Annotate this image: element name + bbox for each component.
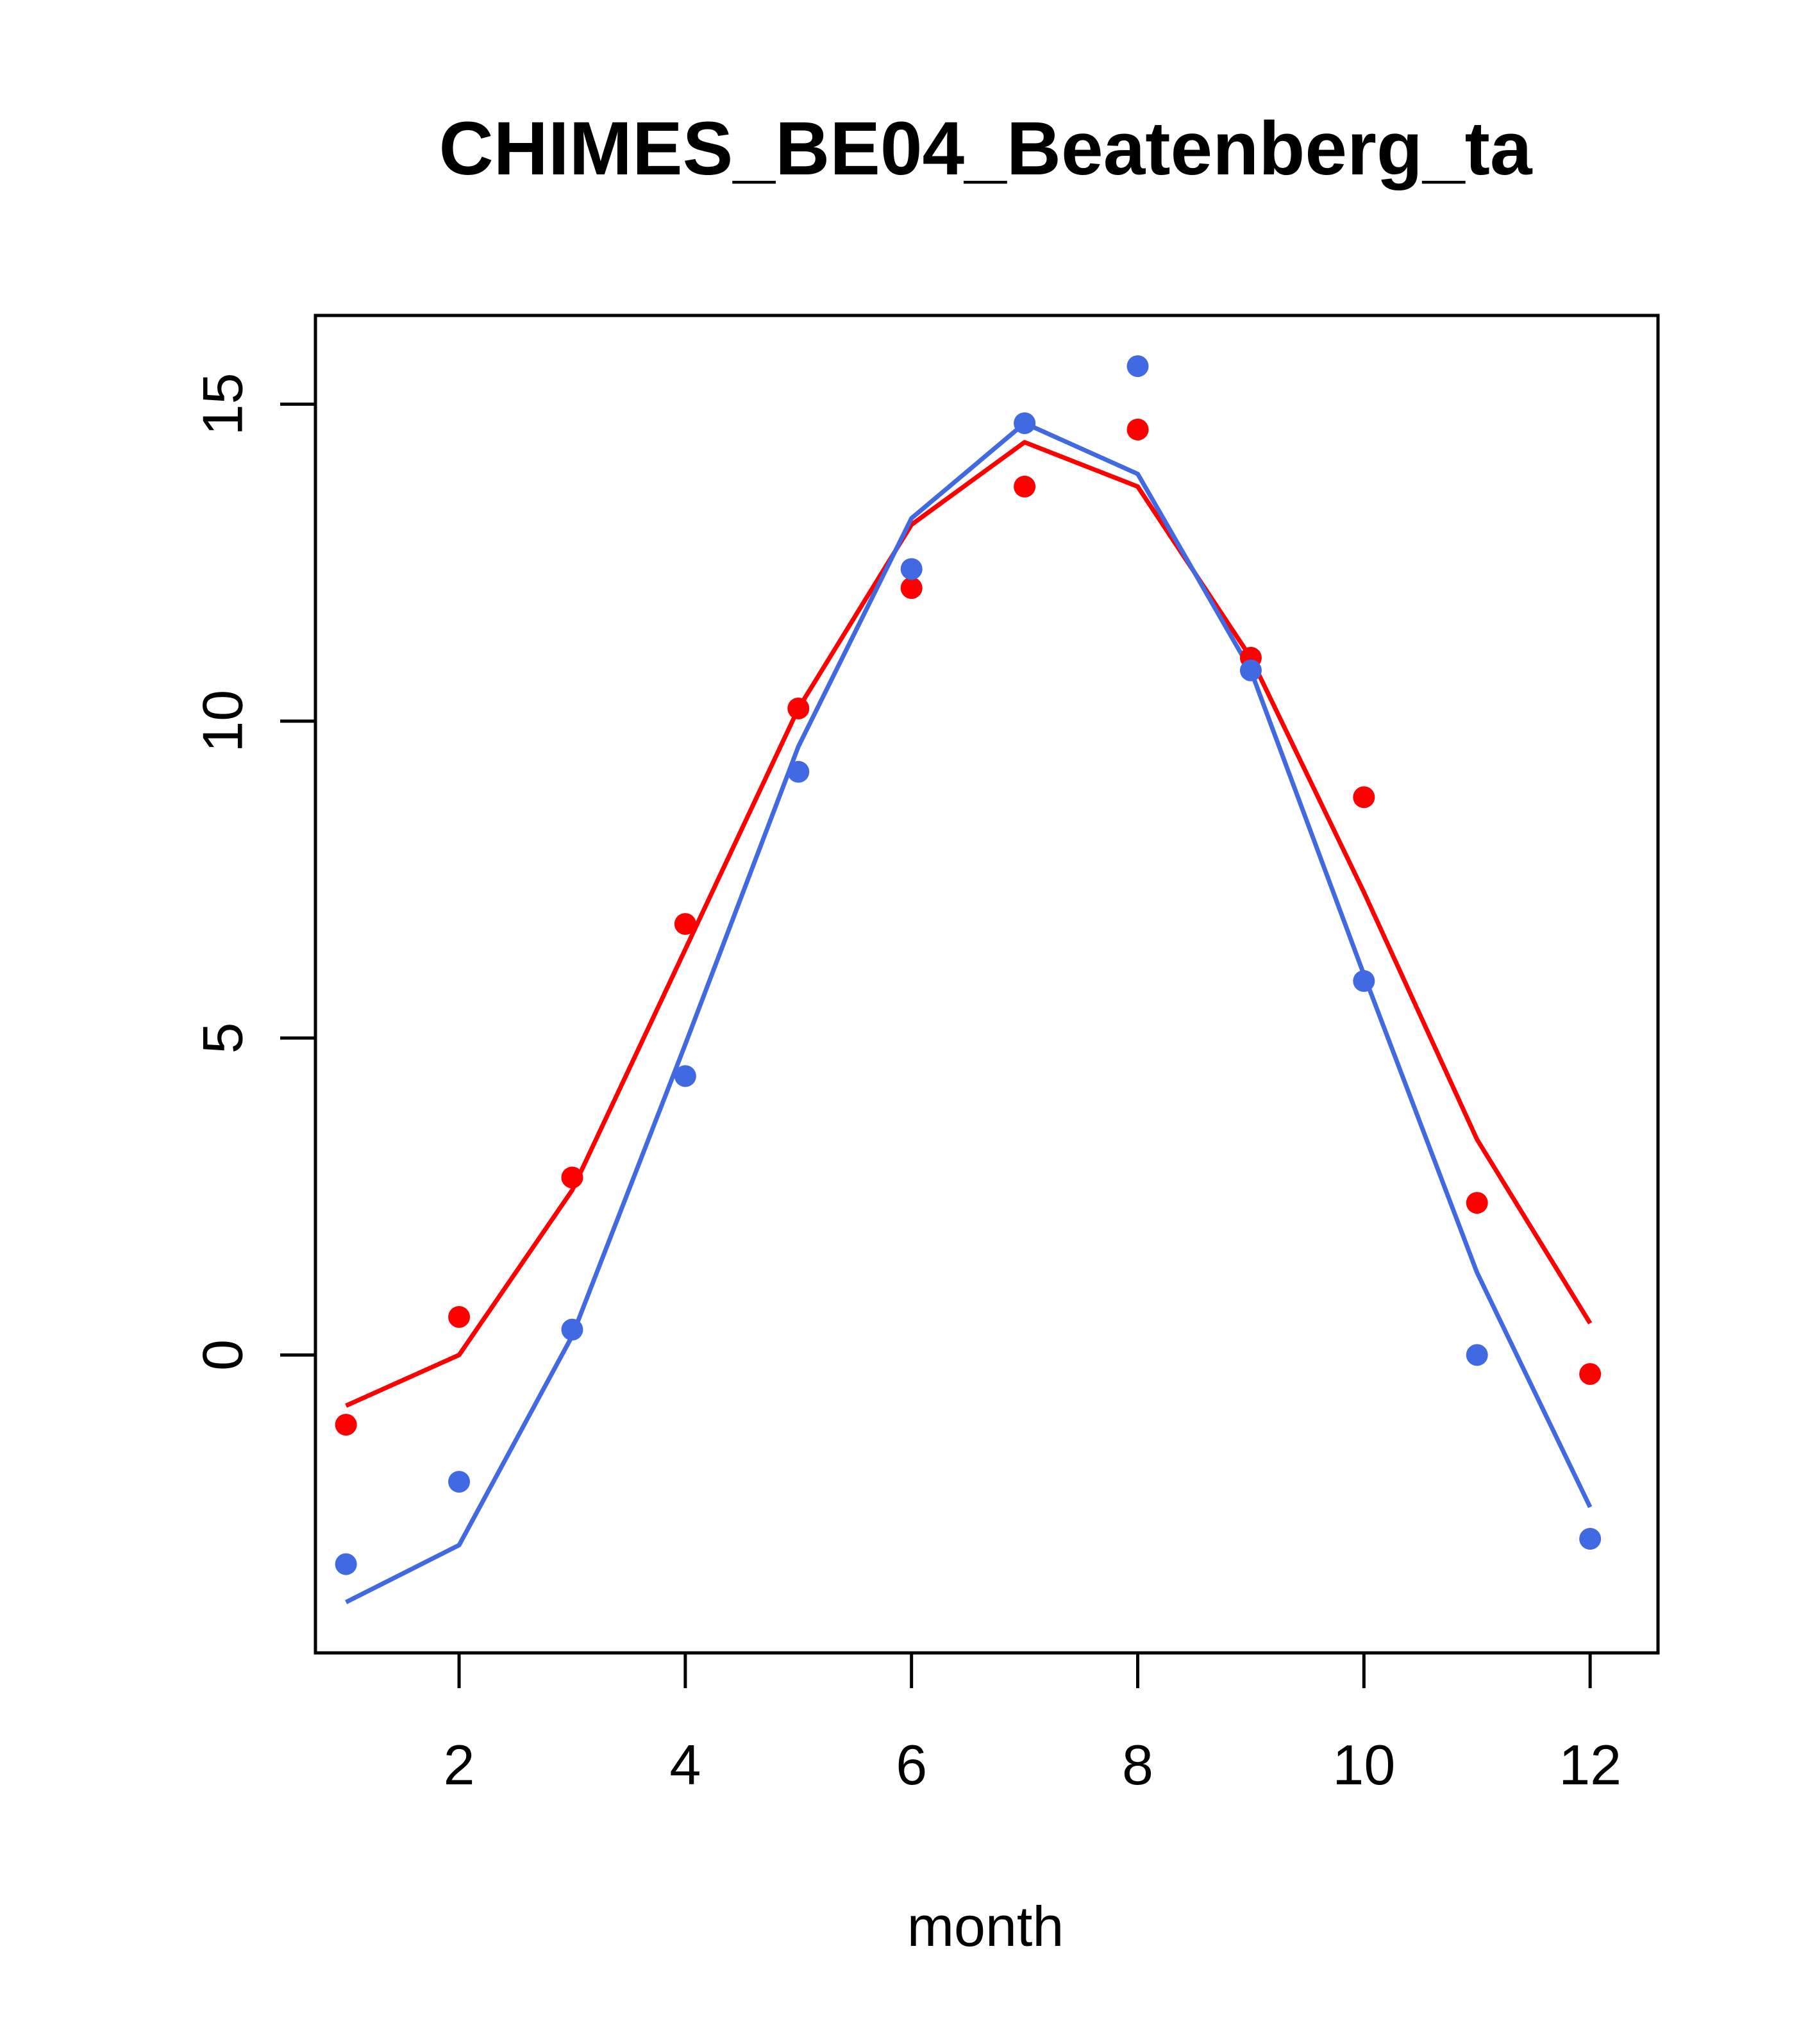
series-point-1 (1579, 1363, 1602, 1386)
series-point-1 (1466, 1192, 1488, 1214)
series-point-1 (448, 1306, 471, 1328)
y-tick-label: 0 (191, 1339, 255, 1371)
x-tick-label: 12 (1559, 1733, 1621, 1797)
y-axis: 0 5 10 15 (191, 373, 317, 1371)
series-point-2 (900, 558, 923, 580)
series-point-2 (1014, 412, 1036, 435)
series-point-1 (561, 1166, 583, 1189)
series-point-1 (1126, 418, 1149, 440)
series-point-1 (674, 913, 696, 935)
series-line-1 (345, 440, 1593, 1408)
x-tick-label: 8 (1122, 1733, 1153, 1797)
series-point-2 (561, 1318, 583, 1341)
x-tick-label: 4 (669, 1733, 701, 1797)
y-tick-label: 15 (191, 373, 255, 435)
x-tick-label: 6 (896, 1733, 927, 1797)
series-point-1 (900, 577, 923, 599)
series-points (335, 355, 1602, 1575)
x-axis: 2 4 6 8 10 12 (444, 1651, 1621, 1797)
series-point-2 (1466, 1344, 1488, 1366)
x-tick-label: 2 (444, 1733, 475, 1797)
series-point-2 (787, 760, 810, 783)
series-line-2 (345, 421, 1593, 1605)
series-point-1 (787, 697, 810, 719)
series-point-2 (1353, 970, 1375, 993)
series-point-1 (1014, 475, 1036, 498)
x-tick-label: 10 (1332, 1733, 1395, 1797)
x-axis-label: month (907, 1895, 1064, 1958)
chart-title: CHIMES_BE04_Beatenberg_ta (439, 106, 1532, 191)
series-point-2 (674, 1065, 696, 1087)
series-point-2 (1126, 355, 1149, 378)
series-point-2 (1579, 1528, 1602, 1550)
series-lines (345, 421, 1593, 1605)
series-point-2 (335, 1553, 357, 1575)
plot-frame (314, 314, 1660, 1655)
series-point-1 (335, 1414, 357, 1436)
series-point-1 (1353, 786, 1375, 808)
series-point-2 (1239, 659, 1262, 682)
y-tick-label: 10 (191, 690, 255, 753)
y-tick-label: 5 (191, 1023, 255, 1054)
series-point-2 (448, 1471, 471, 1493)
